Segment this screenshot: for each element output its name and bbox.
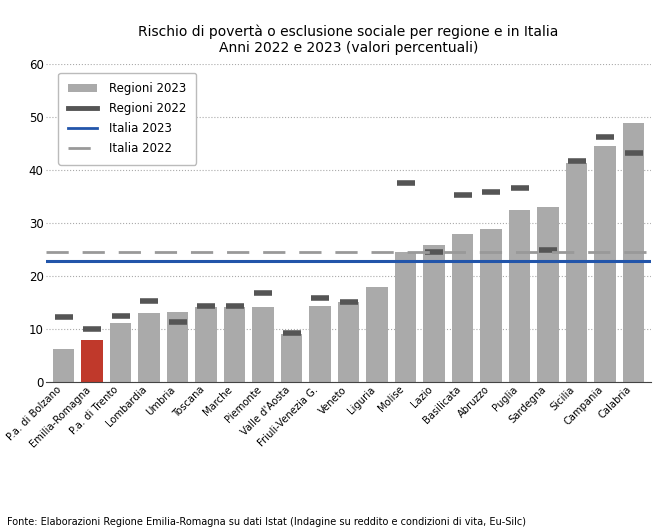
- Bar: [138, 313, 160, 382]
- Bar: [509, 210, 531, 382]
- Bar: [537, 207, 559, 382]
- Bar: [338, 302, 359, 382]
- Bar: [566, 163, 587, 382]
- Bar: [82, 340, 103, 382]
- Legend: Regioni 2023, Regioni 2022, Italia 2023, Italia 2022: Regioni 2023, Regioni 2022, Italia 2023,…: [58, 73, 196, 165]
- Bar: [367, 287, 388, 382]
- Bar: [481, 229, 502, 382]
- Bar: [224, 307, 245, 382]
- Bar: [110, 323, 131, 382]
- Bar: [623, 123, 644, 382]
- Bar: [309, 306, 331, 382]
- Bar: [452, 234, 473, 382]
- Text: Fonte: Elaborazioni Regione Emilia-Romagna su dati Istat (Indagine su reddito e : Fonte: Elaborazioni Regione Emilia-Romag…: [7, 517, 526, 527]
- Title: Rischio di povertà o esclusione sociale per regione e in Italia
Anni 2022 e 2023: Rischio di povertà o esclusione sociale …: [138, 25, 559, 56]
- Bar: [195, 307, 216, 382]
- Bar: [167, 312, 189, 382]
- Bar: [424, 245, 445, 382]
- Bar: [281, 334, 302, 382]
- Bar: [395, 252, 416, 382]
- Bar: [53, 349, 74, 382]
- Bar: [594, 146, 616, 382]
- Bar: [252, 307, 274, 382]
